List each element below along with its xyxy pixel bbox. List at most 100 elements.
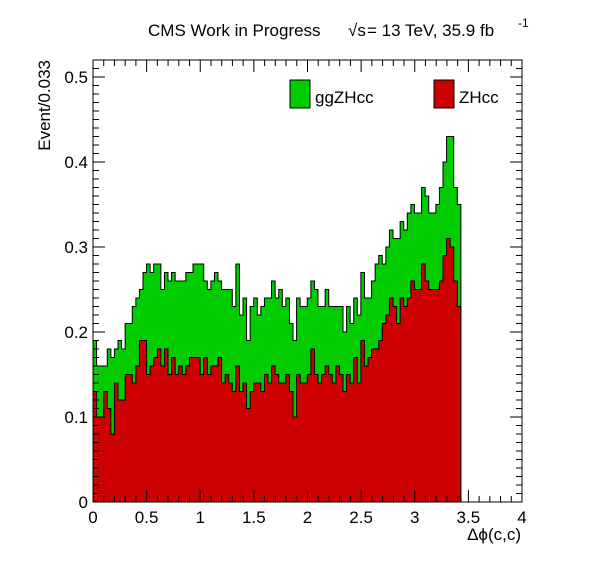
x-tick-label: 0: [88, 508, 97, 527]
bar-zhcc: [207, 374, 212, 502]
bar-zhcc: [432, 289, 437, 502]
bar-zhcc: [93, 391, 97, 502]
bar-zhcc: [292, 417, 297, 502]
bar-ggzhcc: [310, 281, 315, 349]
x-axis-ticks: 0 0.5 1 1.5 2 2.5 3 3.5 4: [88, 60, 527, 527]
bar-zhcc: [342, 391, 347, 502]
bars-group: [92, 136, 462, 502]
bar-zhcc: [192, 357, 197, 502]
y-tick-label: 0.4: [64, 153, 88, 172]
bar-zhcc: [250, 391, 255, 502]
bar-zhcc: [225, 374, 230, 502]
bar-zhcc: [314, 374, 319, 502]
bar-zhcc: [121, 400, 126, 502]
bar-ggzhcc: [264, 298, 269, 375]
bar-ggzhcc: [267, 298, 272, 383]
bar-zhcc: [117, 400, 122, 502]
bar-ggzhcc: [225, 289, 230, 375]
header-label: CMS Work in Progress: [148, 21, 321, 40]
bar-zhcc: [392, 306, 397, 502]
bar-ggzhcc: [392, 238, 397, 307]
bar-zhcc: [285, 374, 290, 502]
bar-ggzhcc: [117, 340, 122, 400]
bar-zhcc: [453, 281, 458, 502]
bar-ggzhcc: [164, 272, 169, 349]
bar-zhcc: [260, 391, 265, 502]
bar-zhcc: [400, 298, 405, 502]
bar-zhcc: [382, 323, 387, 502]
bar-ggzhcc: [139, 289, 144, 341]
bar-ggzhcc: [389, 230, 394, 298]
bar-zhcc: [442, 255, 447, 502]
bar-ggzhcc: [385, 247, 390, 315]
legend-swatch-ZHcc: [433, 79, 455, 109]
bar-zhcc: [232, 391, 237, 502]
bar-zhcc: [296, 374, 301, 502]
bar-zhcc: [450, 247, 455, 502]
bar-zhcc: [439, 281, 444, 502]
bar-ggzhcc: [457, 204, 462, 307]
bar-ggzhcc: [260, 306, 265, 392]
bar-ggzhcc: [135, 298, 140, 366]
bar-zhcc: [196, 357, 201, 502]
bar-zhcc: [428, 289, 433, 502]
bar-ggzhcc: [150, 272, 155, 366]
bar-zhcc: [114, 383, 119, 502]
bar-zhcc: [142, 340, 147, 502]
bar-zhcc: [200, 374, 205, 502]
bar-ggzhcc: [203, 281, 208, 358]
bar-zhcc: [246, 408, 251, 502]
bar-zhcc: [350, 383, 355, 502]
bar-ggzhcc: [189, 272, 194, 358]
bar-zhcc: [446, 238, 451, 502]
bar-ggzhcc: [100, 366, 105, 417]
bar-ggzhcc: [214, 272, 219, 366]
bar-ggzhcc: [142, 272, 147, 341]
bar-ggzhcc: [382, 264, 387, 324]
bar-ggzhcc: [303, 306, 308, 383]
bar-zhcc: [175, 374, 180, 502]
bar-ggzhcc: [446, 136, 451, 239]
bar-ggzhcc: [439, 187, 444, 281]
bar-ggzhcc: [257, 315, 262, 383]
bar-ggzhcc: [128, 323, 133, 375]
bar-zhcc: [278, 383, 283, 502]
bar-zhcc: [157, 349, 162, 502]
bar-ggzhcc: [450, 136, 455, 247]
bar-ggzhcc: [271, 281, 276, 366]
bar-ggzhcc: [435, 204, 440, 290]
bar-zhcc: [160, 366, 165, 502]
bar-ggzhcc: [292, 340, 297, 417]
bar-ggzhcc: [182, 281, 187, 375]
bar-ggzhcc: [342, 332, 347, 392]
bar-ggzhcc: [300, 306, 305, 383]
bar-ggzhcc: [410, 204, 415, 281]
bar-zhcc: [275, 374, 280, 502]
bar-ggzhcc: [192, 264, 197, 358]
bar-zhcc: [264, 374, 269, 502]
bar-zhcc: [317, 383, 322, 502]
bar-ggzhcc: [296, 298, 301, 375]
bar-zhcc: [371, 349, 376, 502]
bar-ggzhcc: [110, 357, 115, 434]
bar-ggzhcc: [346, 306, 351, 375]
x-tick-label: 1: [196, 508, 205, 527]
zhcc-outline: [92, 238, 462, 502]
bar-ggzhcc: [196, 264, 201, 358]
bar-zhcc: [125, 374, 130, 502]
bar-ggzhcc: [171, 272, 176, 358]
bar-zhcc: [357, 383, 362, 502]
bar-ggzhcc: [353, 298, 358, 358]
bar-zhcc: [353, 357, 358, 502]
bar-zhcc: [321, 374, 326, 502]
bar-ggzhcc: [275, 298, 280, 375]
legend-label-ggZHcc: ggZHcc: [315, 88, 374, 107]
bar-ggzhcc: [403, 230, 408, 307]
bar-ggzhcc: [153, 264, 158, 358]
bar-zhcc: [221, 383, 226, 502]
bar-zhcc: [132, 383, 137, 502]
bar-ggzhcc: [400, 221, 405, 298]
bar-ggzhcc: [250, 306, 255, 392]
bar-ggzhcc: [425, 196, 430, 281]
bar-zhcc: [210, 366, 215, 502]
